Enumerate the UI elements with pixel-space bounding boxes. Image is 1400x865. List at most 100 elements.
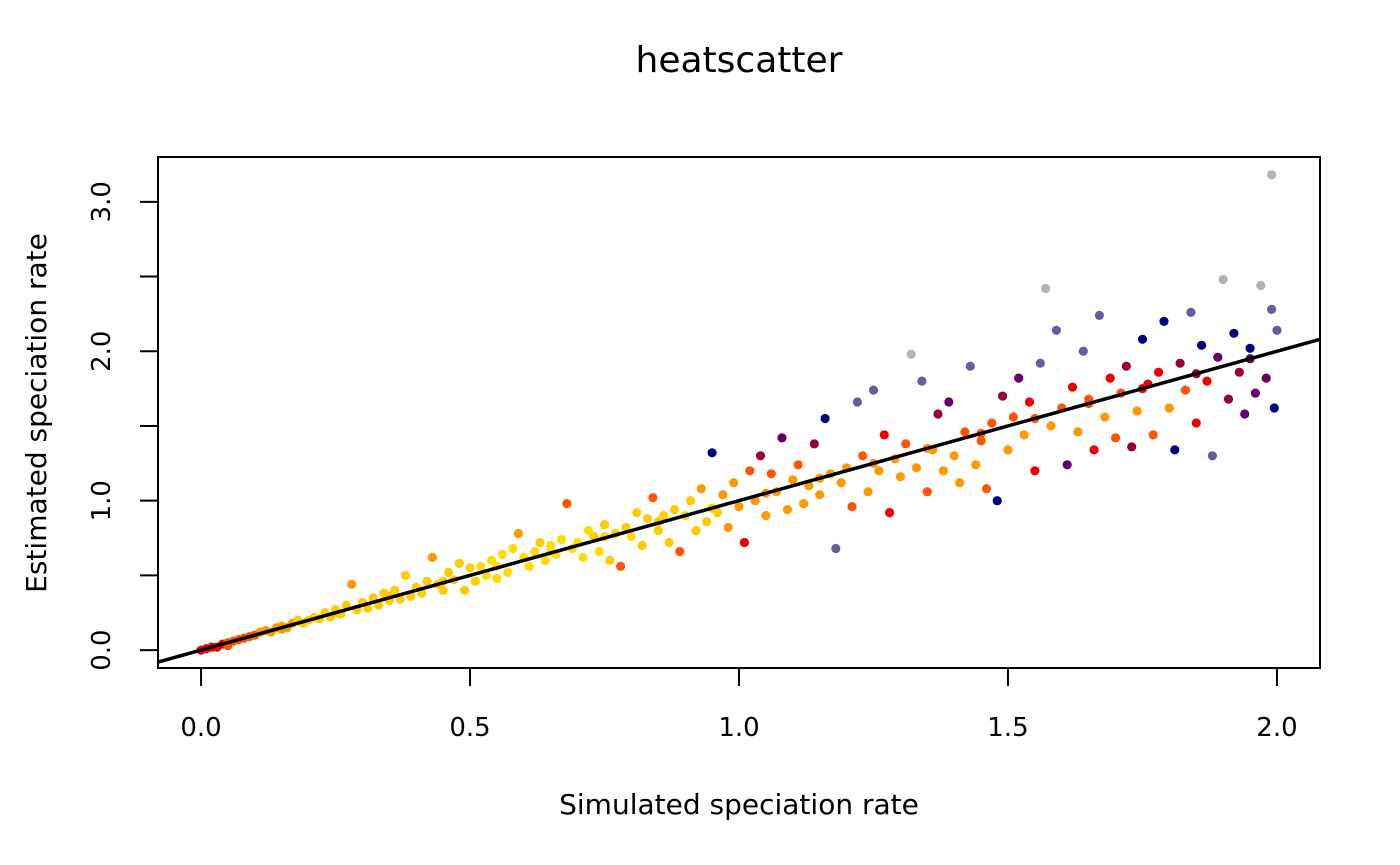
scatter-point bbox=[1218, 274, 1228, 285]
scatter-point bbox=[1046, 421, 1056, 431]
scatter-point bbox=[1094, 310, 1104, 320]
scatter-point bbox=[858, 451, 868, 461]
scatter-point bbox=[1267, 170, 1277, 180]
scatter-point bbox=[723, 522, 733, 533]
scatter-point bbox=[1180, 385, 1191, 395]
scatter-point bbox=[707, 448, 717, 458]
scatter-point bbox=[470, 576, 480, 586]
scatter-point bbox=[1051, 325, 1061, 335]
scatter-point bbox=[739, 537, 750, 548]
scatter-point bbox=[460, 585, 470, 595]
scatter-point bbox=[465, 563, 475, 573]
scatter-point bbox=[1127, 442, 1137, 452]
scatter-point bbox=[390, 585, 400, 595]
scatter-points bbox=[196, 170, 1282, 655]
scatter-point bbox=[1089, 445, 1099, 455]
scatter-point bbox=[1132, 406, 1142, 416]
scatter-point bbox=[1019, 430, 1029, 440]
scatter-point bbox=[1202, 376, 1212, 386]
scatter-point bbox=[540, 555, 550, 566]
scatter-point bbox=[734, 502, 744, 512]
scatter-point bbox=[922, 487, 932, 497]
scatter-point bbox=[761, 510, 771, 521]
scatter-point bbox=[1121, 361, 1131, 371]
scatter-point bbox=[535, 537, 545, 548]
scatter-point bbox=[583, 525, 594, 536]
y-tick-label: 3.0 bbox=[87, 181, 117, 222]
scatter-point bbox=[766, 469, 776, 479]
fit-line bbox=[158, 337, 1320, 664]
scatter-point bbox=[1148, 430, 1158, 440]
scatter-point bbox=[497, 549, 507, 560]
scatter-point bbox=[1197, 340, 1207, 350]
scatter-point bbox=[702, 517, 712, 527]
x-tick-label: 0.5 bbox=[449, 713, 490, 743]
scatter-point bbox=[653, 525, 663, 536]
y-axis: 0.0 1.0 2.0 3.0 bbox=[87, 181, 159, 671]
scatter-point bbox=[793, 460, 803, 470]
scatter-point bbox=[863, 487, 873, 497]
scatter-point bbox=[718, 490, 728, 500]
scatter-point bbox=[1014, 373, 1024, 383]
scatter-point bbox=[815, 490, 825, 500]
y-tick-label: 2.0 bbox=[87, 331, 117, 372]
scatter-point bbox=[1067, 382, 1078, 392]
scatter-point bbox=[664, 537, 674, 548]
scatter-point bbox=[492, 573, 502, 584]
scatter-point bbox=[400, 570, 411, 581]
x-tick-label: 1.5 bbox=[987, 713, 1028, 743]
scatter-point bbox=[1078, 346, 1088, 356]
scatter-point bbox=[1223, 394, 1234, 404]
scatter-point bbox=[1272, 325, 1282, 335]
scatter-point bbox=[1137, 334, 1148, 344]
scatter-point bbox=[998, 391, 1008, 401]
scatter-point bbox=[1073, 427, 1083, 437]
scatter-point bbox=[976, 436, 986, 446]
plot-frame bbox=[157, 156, 1321, 669]
x-tick-label: 1.0 bbox=[718, 713, 759, 743]
scatter-point bbox=[729, 478, 739, 488]
scatter-point bbox=[1003, 445, 1013, 455]
scatter-point bbox=[1229, 328, 1239, 338]
scatter-point bbox=[1170, 445, 1180, 455]
scatter-point bbox=[965, 361, 975, 371]
scatter-point bbox=[1245, 343, 1255, 353]
scatter-point bbox=[955, 478, 965, 488]
scatter-point bbox=[443, 567, 454, 578]
scatter-point bbox=[1267, 304, 1277, 314]
scatter-point bbox=[1207, 451, 1217, 461]
scatter-point bbox=[513, 528, 524, 539]
scatter-point bbox=[1100, 412, 1110, 422]
scatter-point bbox=[1191, 418, 1201, 428]
scatter-point bbox=[1234, 367, 1244, 377]
scatter-point bbox=[1261, 373, 1271, 383]
scatter-point bbox=[874, 466, 884, 476]
x-tick-label: 2.0 bbox=[1256, 713, 1297, 743]
scatter-point bbox=[809, 439, 819, 449]
scatter-point bbox=[422, 576, 432, 586]
scatter-point bbox=[562, 499, 572, 509]
scatter-point bbox=[1062, 460, 1072, 470]
scatter-point bbox=[852, 397, 863, 407]
scatter-point bbox=[1008, 412, 1019, 422]
scatter-point bbox=[1213, 352, 1223, 362]
scatter-point bbox=[1159, 316, 1169, 326]
scatter-point bbox=[1186, 307, 1196, 317]
scatter-point bbox=[594, 546, 604, 557]
scatter-point bbox=[691, 525, 701, 536]
scatter-point bbox=[1269, 403, 1279, 413]
scatter-point bbox=[879, 430, 889, 440]
scatter-point bbox=[642, 514, 653, 524]
scatter-point bbox=[476, 561, 486, 572]
scatter-point bbox=[836, 478, 846, 488]
scatter-point bbox=[981, 484, 992, 494]
scatter-point bbox=[1024, 397, 1035, 407]
scatter-point bbox=[675, 546, 685, 557]
scatter-point bbox=[1154, 367, 1164, 377]
scatter-point bbox=[1035, 358, 1045, 368]
scatter-point bbox=[486, 555, 497, 566]
scatter-point bbox=[938, 466, 949, 476]
scatter-point bbox=[987, 418, 997, 428]
scatter-point bbox=[895, 472, 906, 482]
